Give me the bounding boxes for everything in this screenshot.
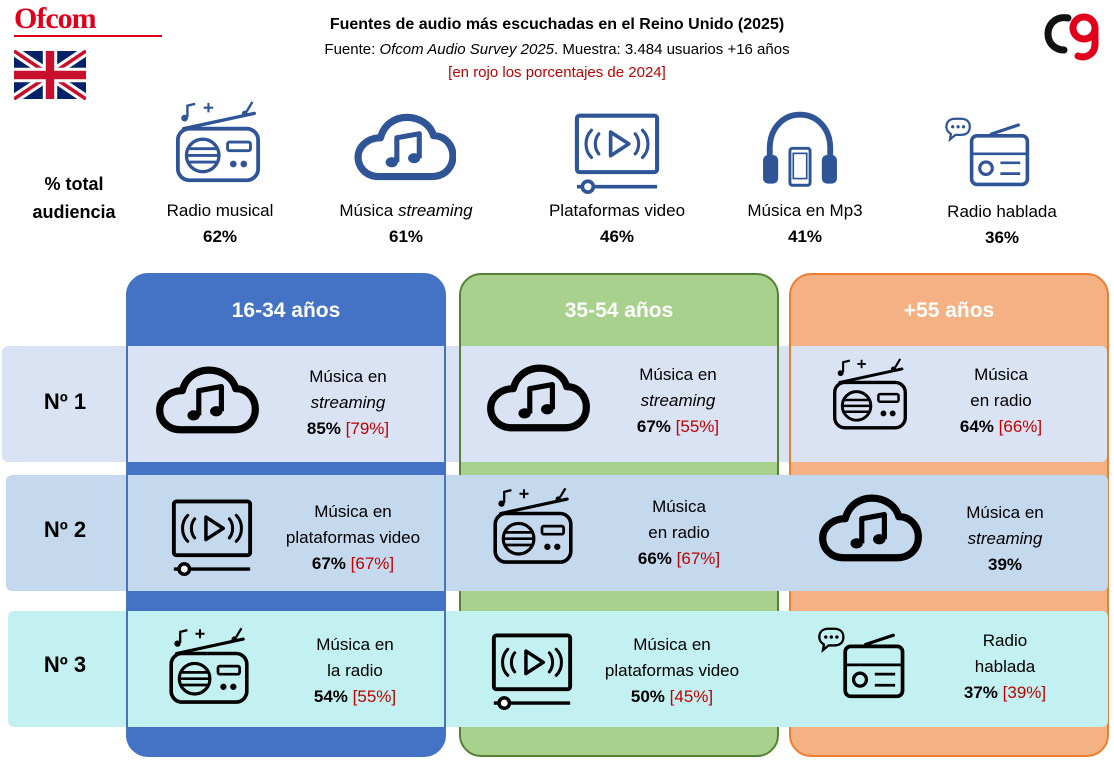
headphones-icon: [758, 108, 842, 192]
row-1-label-bg: [2, 346, 126, 462]
radio-music-icon: [828, 356, 912, 434]
ag-brand-icon: [1044, 13, 1099, 61]
rank-1-label: Nº 1: [43, 389, 87, 414]
rank-3-label: Nº 3: [43, 652, 87, 677]
cell-r2-35-54: Música en radio 66% [67%]: [637, 497, 721, 568]
row-1-c2-bg: [461, 346, 777, 462]
cell-r1-55-plus: Música en radio 64% [66%]: [959, 365, 1043, 436]
cell-r1-16-34: Música en streaming 85% [79%]: [306, 367, 390, 438]
group-header-35-54: 35-54 años: [564, 299, 674, 322]
col1-right-edge: [444, 475, 446, 727]
talk-radio-icon: [808, 626, 912, 700]
uk-flag-icon: [14, 50, 86, 100]
total-item-streaming: Música streaming 61%: [339, 201, 473, 246]
radio-music-icon: [164, 626, 254, 708]
total-item-talk-radio: Radio hablada 36%: [947, 202, 1057, 247]
page-subtitle: Fuente: Ofcom Audio Survey 2025. Muestra…: [324, 41, 790, 58]
rank-2-label: Nº 2: [43, 517, 87, 542]
row-1-gap2-bg: [779, 346, 789, 462]
row-1-gap1-bg: [446, 346, 459, 462]
talk-radio-icon: [930, 116, 1042, 188]
video-platform-icon: [488, 632, 576, 710]
cell-r3-35-54: Música en plataformas video 50% [45%]: [604, 635, 740, 706]
cell-r1-35-54: Música en streaming 67% [55%]: [636, 365, 720, 436]
group-header-16-34: 16-34 años: [231, 299, 341, 322]
page-title: Fuentes de audio más escuchadas en el Re…: [329, 16, 785, 33]
ofcom-logo: Ofcom: [14, 2, 97, 35]
group-header-55-plus: +55 años: [903, 299, 995, 322]
video-platform-icon: [566, 112, 668, 194]
ofcom-logo-underline: [14, 35, 162, 37]
cell-r2-16-34: Música en plataformas video 67% [67%]: [285, 502, 421, 573]
cell-r3-55-plus: Radio hablada 37% [39%]: [963, 631, 1047, 702]
cloud-music-icon: [818, 494, 922, 566]
total-item-mp3: Música en Mp3 41%: [747, 201, 863, 246]
cloud-music-icon: [155, 366, 259, 438]
cell-r3-16-34: Música en la radio 54% [55%]: [313, 635, 397, 706]
total-item-video: Plataformas video 46%: [548, 201, 686, 246]
cell-r2-55-plus: Música en streaming 39%: [966, 503, 1044, 574]
total-audience-label: % total audiencia: [32, 174, 116, 222]
row-1-c1-bg: [128, 346, 444, 462]
video-platform-icon: [168, 498, 256, 576]
radio-music-icon: [488, 486, 578, 568]
previous-year-note: [en rojo los porcentajes de 2024]: [448, 64, 666, 81]
row-3-bg: [8, 611, 1108, 727]
cloud-music-icon: [486, 364, 590, 436]
cloud-music-icon: [354, 113, 456, 185]
total-item-radio-musical: Radio musical 62%: [166, 201, 274, 246]
col1-left-edge: [126, 475, 128, 727]
radio-music-icon: [170, 100, 266, 186]
